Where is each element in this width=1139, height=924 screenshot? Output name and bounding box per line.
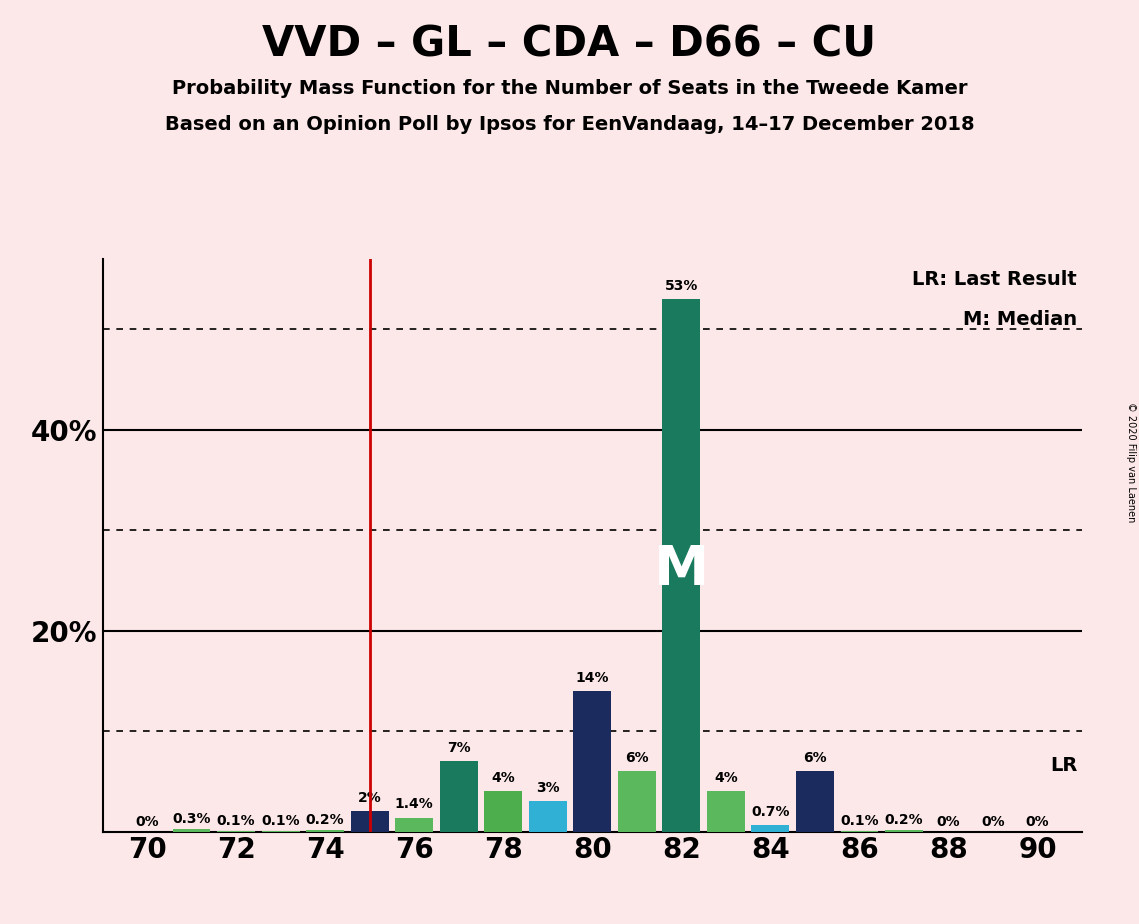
Bar <box>841 831 878 832</box>
Text: LR: LR <box>1050 756 1077 775</box>
Bar <box>395 818 433 832</box>
Text: 0.7%: 0.7% <box>751 805 789 819</box>
Text: 0.3%: 0.3% <box>172 811 211 825</box>
Text: 53%: 53% <box>665 279 698 293</box>
Text: 2%: 2% <box>358 792 382 806</box>
Bar <box>752 824 789 832</box>
Text: © 2020 Filip van Laenen: © 2020 Filip van Laenen <box>1126 402 1136 522</box>
Text: VVD – GL – CDA – D66 – CU: VVD – GL – CDA – D66 – CU <box>262 23 877 65</box>
Bar <box>573 691 612 832</box>
Text: 6%: 6% <box>803 751 827 765</box>
Text: 0.1%: 0.1% <box>261 813 300 828</box>
Text: 0%: 0% <box>136 815 158 829</box>
Bar <box>440 761 477 832</box>
Text: 1.4%: 1.4% <box>395 797 434 811</box>
Text: 0.2%: 0.2% <box>305 812 344 827</box>
Text: 7%: 7% <box>446 741 470 755</box>
Bar <box>707 791 745 832</box>
Text: 4%: 4% <box>714 772 738 785</box>
Text: 0%: 0% <box>1026 815 1049 829</box>
Bar <box>617 772 656 832</box>
Bar <box>351 811 388 832</box>
Text: 0.1%: 0.1% <box>841 813 879 828</box>
Bar <box>528 801 567 832</box>
Text: 0.2%: 0.2% <box>885 812 924 827</box>
Text: M: Median: M: Median <box>964 310 1077 329</box>
Text: Based on an Opinion Poll by Ipsos for EenVandaag, 14–17 December 2018: Based on an Opinion Poll by Ipsos for Ee… <box>165 116 974 135</box>
Bar <box>262 831 300 832</box>
Text: 6%: 6% <box>625 751 648 765</box>
Text: 0.1%: 0.1% <box>216 813 255 828</box>
Bar <box>306 830 344 832</box>
Text: 0%: 0% <box>981 815 1005 829</box>
Bar <box>484 791 522 832</box>
Bar <box>885 830 923 832</box>
Text: Probability Mass Function for the Number of Seats in the Tweede Kamer: Probability Mass Function for the Number… <box>172 79 967 98</box>
Text: M: M <box>654 543 708 597</box>
Text: 4%: 4% <box>491 772 515 785</box>
Bar <box>663 299 700 832</box>
Text: LR: Last Result: LR: Last Result <box>912 270 1077 289</box>
Bar <box>218 831 255 832</box>
Bar <box>796 772 834 832</box>
Text: 14%: 14% <box>575 671 609 685</box>
Bar <box>173 829 211 832</box>
Text: 0%: 0% <box>936 815 960 829</box>
Text: 3%: 3% <box>536 782 559 796</box>
